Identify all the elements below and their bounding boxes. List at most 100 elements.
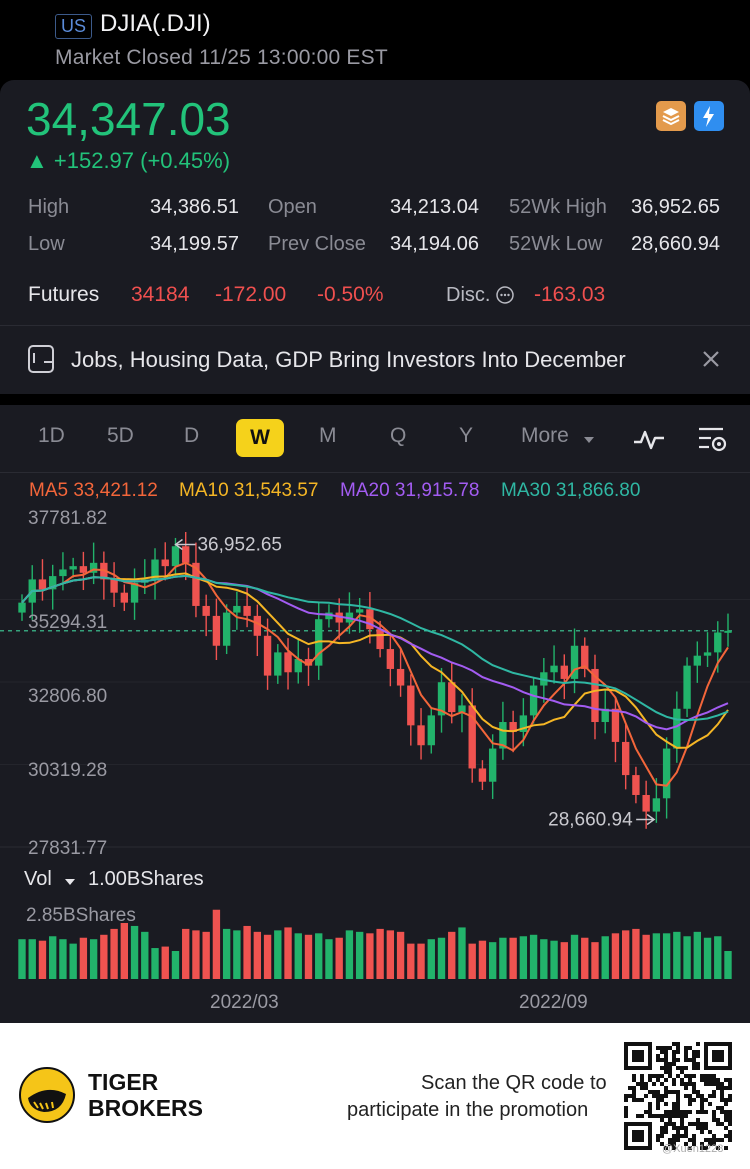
disc-label[interactable]: Disc. (446, 284, 491, 306)
qr-module (700, 1122, 704, 1126)
volume-bar (488, 942, 497, 979)
close-icon[interactable] (700, 348, 722, 375)
tab-5d[interactable]: 5D (107, 424, 134, 447)
volume-bar (355, 931, 364, 979)
volume-bar (120, 923, 129, 979)
qr-module (704, 1146, 708, 1150)
qr-module (632, 1078, 636, 1082)
qr-module (664, 1070, 668, 1074)
top-bar (0, 0, 750, 80)
qr-module (664, 1058, 668, 1062)
futures-change: -172.00 (215, 283, 287, 306)
candle (437, 682, 446, 716)
more-info-icon[interactable] (495, 285, 515, 310)
candle (120, 592, 129, 603)
qr-module (728, 1094, 732, 1098)
tab-m[interactable]: M (319, 424, 337, 447)
volume-bar (499, 937, 507, 979)
volume-label[interactable]: Vol (24, 868, 52, 890)
volume-bar (693, 931, 701, 979)
candle (89, 562, 98, 573)
candlestick-chart[interactable]: 36,952.65 28,660.94 (0, 500, 750, 1010)
tab-d[interactable]: D (184, 424, 200, 447)
volume-bar (662, 933, 671, 979)
qr-module (680, 1126, 684, 1130)
volume-bar (28, 939, 36, 979)
futures-label[interactable]: Futures (28, 283, 100, 306)
volume-bar (611, 933, 620, 979)
high-arrow (174, 538, 196, 551)
chart-settings-icon[interactable] (697, 425, 729, 460)
candle (642, 794, 650, 812)
qr-module (708, 1102, 712, 1106)
qr-module (692, 1086, 696, 1090)
candle (662, 748, 671, 799)
qr-module (716, 1122, 720, 1126)
qr-module (672, 1122, 676, 1126)
candle (274, 652, 282, 676)
brand-line2: BROKERS (88, 1095, 204, 1121)
y-tick-label: 35294.31 (28, 612, 108, 633)
prev-close-label: Prev Close (268, 233, 366, 255)
qr-module (680, 1110, 684, 1114)
qr-code-icon[interactable] (624, 1042, 732, 1150)
tab-more[interactable]: More (521, 424, 569, 447)
qr-module (700, 1146, 704, 1150)
volume-bar (233, 930, 241, 979)
qr-module (724, 1098, 728, 1102)
tab-y[interactable]: Y (459, 424, 474, 447)
qr-module (704, 1074, 708, 1078)
caret-down-icon[interactable] (583, 432, 595, 450)
qr-module (688, 1074, 692, 1078)
qr-module (700, 1126, 704, 1130)
indicator-icon[interactable] (632, 426, 666, 457)
qr-module (728, 1110, 732, 1114)
qr-module (704, 1138, 708, 1142)
qr-module (700, 1110, 704, 1114)
candle (263, 635, 272, 676)
promo-line1: Scan the QR code to (421, 1072, 607, 1094)
ma30-label: MA30 31,866.80 (501, 480, 641, 501)
candle (550, 665, 558, 673)
qr-module (660, 1134, 664, 1138)
qr-module (648, 1074, 652, 1078)
candle (355, 609, 364, 613)
candle (621, 741, 630, 776)
symbol-title[interactable]: DJIA(.DJI) (100, 10, 211, 37)
qr-module (676, 1098, 680, 1102)
lightning-icon[interactable] (694, 101, 724, 131)
qr-module (636, 1114, 640, 1118)
news-banner[interactable] (0, 325, 750, 394)
ma5-line (21, 561, 729, 787)
qr-module (692, 1074, 696, 1078)
qr-module (676, 1046, 680, 1050)
qr-module (680, 1122, 684, 1126)
qr-module (724, 1110, 728, 1114)
candle (611, 708, 620, 742)
ma10-line (21, 572, 729, 749)
volume-bar (560, 942, 568, 979)
tab-1d[interactable]: 1D (38, 424, 65, 447)
caret-down-icon[interactable] (64, 874, 76, 892)
qr-module (684, 1046, 688, 1050)
volume-bar (458, 927, 466, 979)
qr-module (700, 1078, 704, 1082)
qr-module (712, 1134, 716, 1138)
candle (192, 562, 200, 606)
quote-card (0, 80, 750, 325)
tiger-logo-icon (18, 1066, 76, 1129)
tab-w[interactable]: W (236, 419, 284, 457)
qr-module (684, 1066, 688, 1070)
candle (683, 665, 691, 709)
news-headline[interactable]: Jobs, Housing Data, GDP Bring Investors … (71, 347, 626, 372)
layers-icon[interactable] (656, 101, 686, 131)
qr-module (680, 1118, 684, 1122)
volume-bar (294, 933, 302, 979)
volume-bar (315, 933, 323, 979)
tab-q[interactable]: Q (390, 424, 407, 447)
volume-bar (69, 943, 77, 979)
qr-finder (712, 1050, 724, 1062)
wk52-high-value: 36,952.65 (631, 196, 720, 218)
qr-module (728, 1134, 732, 1138)
qr-module (668, 1138, 672, 1142)
